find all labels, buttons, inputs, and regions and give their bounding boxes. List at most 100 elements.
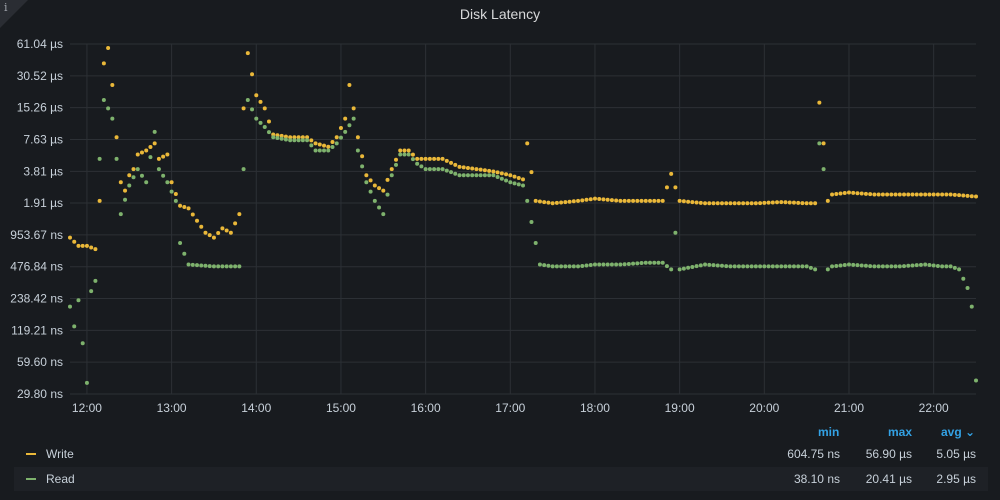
data-point — [529, 170, 534, 175]
data-point — [974, 194, 978, 199]
data-point — [935, 192, 940, 197]
data-point — [592, 196, 597, 201]
data-point — [842, 263, 847, 268]
x-tick-label: 22:00 — [919, 401, 949, 415]
data-point — [292, 135, 297, 140]
data-point — [940, 192, 945, 197]
data-point — [207, 233, 212, 238]
data-point — [457, 164, 462, 169]
data-point — [597, 197, 602, 202]
data-point — [123, 188, 128, 193]
data-point — [377, 205, 382, 210]
panel-title[interactable]: Disk Latency — [459, 6, 541, 22]
legend-series-name[interactable]: Write — [46, 447, 74, 461]
data-point — [326, 144, 331, 149]
data-point — [961, 276, 966, 281]
data-point — [872, 264, 877, 269]
data-point — [876, 192, 881, 197]
data-point — [732, 201, 737, 206]
data-point — [842, 191, 847, 196]
y-tick-label: 59.60 ns — [17, 355, 63, 369]
data-point — [567, 264, 572, 269]
data-point — [715, 263, 720, 268]
data-point — [728, 264, 733, 269]
data-point — [266, 119, 271, 124]
data-point — [338, 135, 343, 140]
data-point — [876, 264, 881, 269]
data-point — [897, 192, 902, 197]
data-point — [783, 264, 788, 269]
data-point — [766, 264, 771, 269]
data-point — [419, 164, 424, 169]
data-point — [296, 135, 301, 140]
legend-header-avg[interactable]: avg ⌄ — [941, 425, 976, 439]
data-point — [559, 200, 564, 205]
data-point — [673, 185, 678, 190]
data-point — [271, 135, 276, 140]
info-icon[interactable]: i — [4, 1, 8, 14]
data-point — [563, 264, 568, 269]
data-point — [419, 156, 424, 161]
data-point — [436, 156, 441, 161]
data-point — [440, 167, 445, 172]
data-point — [741, 264, 746, 269]
data-point — [859, 191, 864, 196]
series-read — [68, 98, 978, 385]
data-point — [385, 192, 390, 197]
legend-header-min[interactable]: min — [818, 425, 840, 439]
data-point — [76, 298, 81, 303]
data-point — [283, 137, 288, 142]
data-point — [652, 260, 657, 265]
data-point — [283, 134, 288, 139]
data-point — [499, 171, 504, 176]
data-point — [254, 93, 259, 98]
data-point — [199, 263, 204, 268]
data-point — [571, 199, 576, 204]
data-point — [470, 173, 475, 178]
data-point — [834, 263, 839, 268]
data-point — [381, 212, 386, 217]
data-point — [233, 221, 238, 226]
data-point — [72, 239, 77, 244]
legend-series-name[interactable]: Read — [46, 472, 75, 486]
x-tick-label: 12:00 — [72, 401, 102, 415]
data-point — [851, 190, 856, 195]
data-point — [770, 264, 775, 269]
data-point — [313, 148, 318, 153]
data-point — [355, 148, 360, 153]
data-point — [237, 212, 242, 217]
panel-info-corner[interactable] — [0, 0, 28, 28]
data-point — [186, 262, 191, 267]
y-axis: 61.04 µs 30.52 µs 15.26 µs 7.63 µs 3.81 µs 1.… — [10, 37, 63, 401]
data-point — [351, 106, 356, 111]
data-point — [846, 190, 851, 195]
data-point — [927, 263, 932, 268]
data-point — [554, 200, 559, 205]
data-point — [114, 156, 119, 161]
legend-row-read[interactable]: Read 38.10 ns 20.41 µs 2.95 µs — [14, 467, 988, 491]
data-point — [576, 264, 581, 269]
data-point — [432, 167, 437, 172]
data-point — [635, 261, 640, 266]
data-point — [165, 152, 170, 157]
data-point — [817, 141, 822, 146]
data-point — [779, 264, 784, 269]
data-point — [542, 263, 547, 268]
data-point — [233, 264, 238, 269]
data-point — [275, 136, 280, 141]
data-point — [711, 263, 716, 268]
y-tick-label: 29.80 ns — [17, 387, 63, 401]
data-point — [110, 82, 115, 87]
data-point — [893, 264, 898, 269]
data-point — [80, 341, 85, 346]
legend-header-max[interactable]: max — [888, 425, 913, 439]
data-point — [127, 173, 132, 178]
data-point — [495, 174, 500, 179]
legend-row-write[interactable]: Write 604.75 ns 56.90 µs 5.05 µs — [14, 442, 988, 466]
data-point — [855, 191, 860, 196]
data-point — [444, 158, 449, 163]
data-point — [300, 135, 305, 140]
latency-chart[interactable]: 61.04 µs 30.52 µs 15.26 µs 7.63 µs 3.81 µs 1.… — [0, 0, 1000, 420]
data-point — [427, 156, 432, 161]
data-point — [207, 264, 212, 269]
